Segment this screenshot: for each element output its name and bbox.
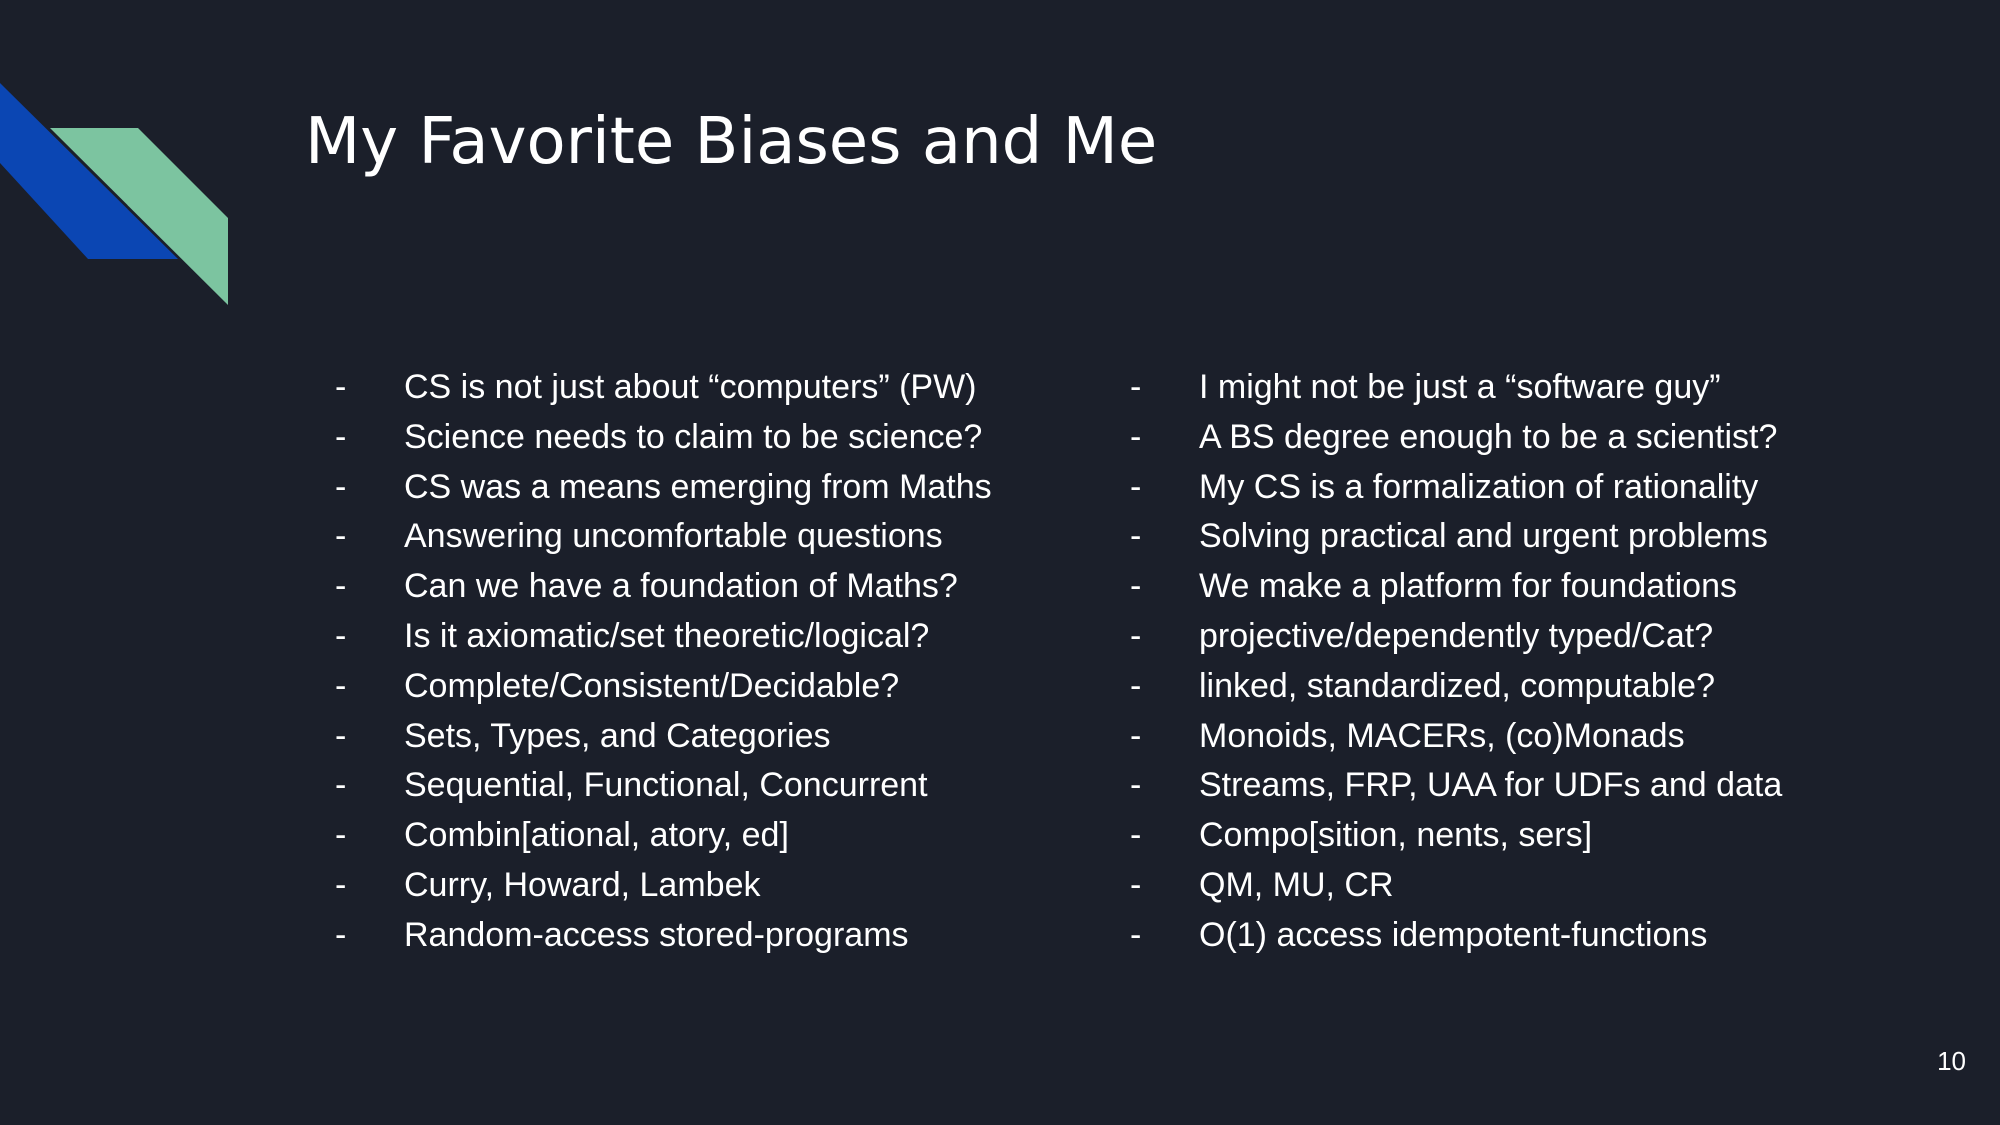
bullet-dash: - <box>1130 915 1142 954</box>
list-item-text: Science needs to claim to be science? <box>404 417 983 456</box>
page-number: 10 <box>1937 1046 1966 1076</box>
list-item: - Science needs to claim to be science? <box>335 413 992 463</box>
list-item: - Sequential, Functional, Concurrent <box>335 761 992 811</box>
bullet-dash: - <box>1130 766 1142 805</box>
list-item-text: Answering uncomfortable questions <box>404 517 943 556</box>
bullet-dash: - <box>335 517 347 556</box>
bullet-dash: - <box>1130 816 1142 855</box>
bullet-dash: - <box>335 865 347 904</box>
list-item: - CS was a means emerging from Maths <box>335 463 992 513</box>
list-item-text: CS was a means emerging from Maths <box>404 467 992 506</box>
bullet-dash: - <box>335 766 347 805</box>
bullet-dash: - <box>1130 716 1142 755</box>
bullet-dash: - <box>1130 417 1142 456</box>
list-item-text: projective/dependently typed/Cat? <box>1199 616 1714 655</box>
bullet-dash: - <box>335 915 347 954</box>
list-item: - CS is not just about “computers” (PW) <box>335 363 992 413</box>
list-item-text: Is it axiomatic/set theoretic/logical? <box>404 616 930 655</box>
list-item: - Monoids, MACERs, (co)Monads <box>1130 712 1782 762</box>
bullet-dash: - <box>1130 567 1142 606</box>
bullet-dash: - <box>335 816 347 855</box>
list-item: - Combin[ational, atory, ed] <box>335 811 992 861</box>
list-item-text: Random-access stored-programs <box>404 915 909 954</box>
right-bullet-list: - I might not be just a “software guy” - A… <box>1130 363 1782 961</box>
bullet-dash: - <box>335 567 347 606</box>
list-item: - Compo[sition, nents, sers] <box>1130 811 1782 861</box>
bullet-dash: - <box>1130 368 1142 406</box>
list-item-text: Monoids, MACERs, (co)Monads <box>1199 716 1685 755</box>
list-item: - Can we have a foundation of Maths? <box>335 562 992 612</box>
list-item: - Random-access stored-programs <box>335 911 992 961</box>
bullet-dash: - <box>1130 616 1142 655</box>
list-item: - Complete/Consistent/Decidable? <box>335 662 992 712</box>
list-item-text: Can we have a foundation of Maths? <box>404 567 958 606</box>
list-item: - Answering uncomfortable questions <box>335 512 992 562</box>
list-item-text: We make a platform for foundations <box>1199 567 1737 606</box>
bullet-dash: - <box>1130 517 1142 556</box>
list-item: - Is it axiomatic/set theoretic/logical? <box>335 612 992 662</box>
list-item-text: Combin[ational, atory, ed] <box>404 816 789 855</box>
list-item-text: Sequential, Functional, Concurrent <box>404 766 928 805</box>
list-item-text: O(1) access idempotent-functions <box>1199 915 1708 954</box>
bullet-dash: - <box>335 417 347 456</box>
left-bullet-list: - CS is not just about “computers” (PW) -… <box>335 363 992 961</box>
list-item-text: Compo[sition, nents, sers] <box>1199 816 1593 855</box>
list-item-text: Sets, Types, and Categories <box>404 716 831 755</box>
list-item: - I might not be just a “software guy” <box>1130 363 1782 413</box>
list-item: - Streams, FRP, UAA for UDFs and data <box>1130 761 1782 811</box>
list-item-text: Curry, Howard, Lambek <box>404 865 761 904</box>
blue-stripe <box>0 83 178 259</box>
list-item-text: QM, MU, CR <box>1199 865 1394 904</box>
bullet-dash: - <box>335 716 347 755</box>
bullet-dash: - <box>335 467 347 506</box>
list-item: - Curry, Howard, Lambek <box>335 861 992 911</box>
green-stripe <box>50 128 228 305</box>
list-item: - Sets, Types, and Categories <box>335 712 992 762</box>
list-item-text: Complete/Consistent/Decidable? <box>404 666 900 705</box>
list-item: - linked, standardized, computable? <box>1130 662 1782 712</box>
list-item-text: linked, standardized, computable? <box>1199 666 1715 705</box>
list-item: - O(1) access idempotent-functions <box>1130 911 1782 961</box>
bullet-dash: - <box>1130 666 1142 705</box>
list-item-text: CS is not just about “computers” (PW) <box>404 368 977 406</box>
bullet-dash: - <box>1130 865 1142 904</box>
list-item: - projective/dependently typed/Cat? <box>1130 612 1782 662</box>
decorative-stripes <box>0 83 228 305</box>
list-item-text: My CS is a formalization of rationality <box>1199 467 1759 506</box>
bullet-dash: - <box>335 666 347 705</box>
list-item: - Solving practical and urgent problems <box>1130 512 1782 562</box>
list-item: - QM, MU, CR <box>1130 861 1782 911</box>
bullet-dash: - <box>335 616 347 655</box>
list-item-text: Streams, FRP, UAA for UDFs and data <box>1199 766 1783 805</box>
list-item-text: I might not be just a “software guy” <box>1199 368 1721 406</box>
slide-title: My Favorite Biases and Me <box>305 105 1158 179</box>
list-item-text: A BS degree enough to be a scientist? <box>1199 417 1778 456</box>
bullet-dash: - <box>1130 467 1142 506</box>
bullet-dash: - <box>335 368 347 406</box>
list-item-text: Solving practical and urgent problems <box>1199 517 1768 556</box>
list-item: - A BS degree enough to be a scientist? <box>1130 413 1782 463</box>
list-item: - We make a platform for foundations <box>1130 562 1782 612</box>
list-item: - My CS is a formalization of rationality <box>1130 463 1782 513</box>
